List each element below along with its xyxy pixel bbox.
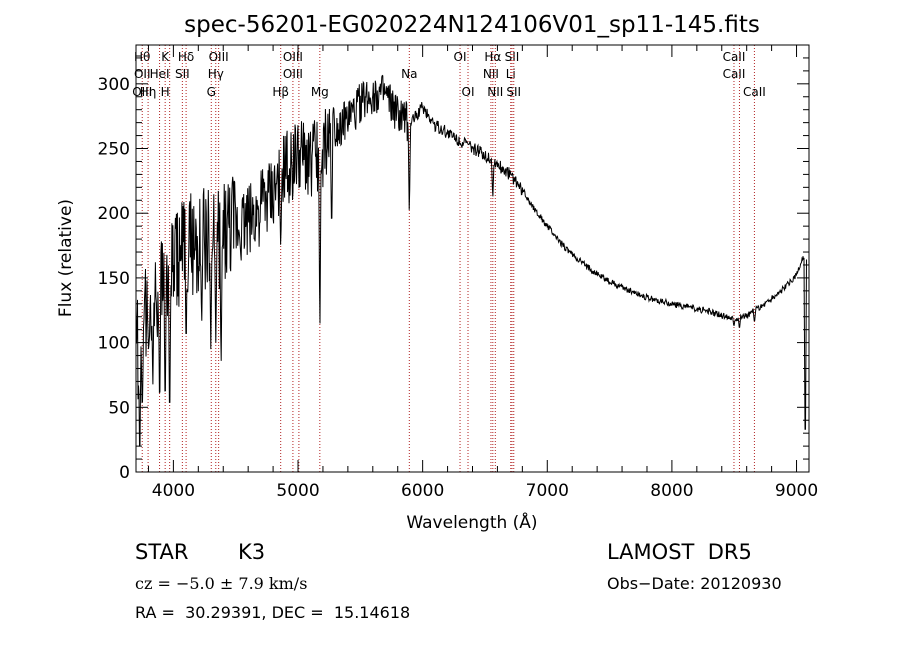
line-marker-label: CaII: [723, 67, 746, 81]
line-marker-label: CaII: [723, 50, 746, 64]
coordinates: RA = 30.29391, DEC = 15.14618: [135, 603, 411, 622]
chart-title: spec-56201-EG020224N124106V01_sp11-145.f…: [184, 12, 760, 38]
line-marker-label: NII: [487, 85, 503, 99]
line-marker-label: Hθ: [134, 50, 150, 64]
line-marker-label: Hδ: [178, 50, 194, 64]
line-marker-label: Hα: [484, 50, 501, 64]
line-marker-label: OIII: [209, 50, 229, 64]
survey-name: LAMOST DR5: [607, 540, 752, 564]
plot-frame: [135, 44, 810, 473]
line-marker-label: HeI: [150, 67, 170, 81]
line-marker-label: Li: [506, 67, 516, 81]
line-marker-label: SII: [175, 67, 190, 81]
x-tick-label: 8000: [650, 481, 693, 501]
line-marker-label: SII: [506, 85, 521, 99]
x-tick-label: 4000: [152, 481, 195, 501]
y-tick-label: 200: [98, 204, 130, 224]
x-axis-label: Wavelength (Å): [406, 511, 537, 533]
redshift-cz: cz = −5.0 ± 7.9 km/s: [135, 574, 308, 593]
line-marker-label: OIII: [132, 85, 152, 99]
x-tick-label: 7000: [526, 481, 569, 501]
line-marker-label: SII: [505, 50, 520, 64]
line-marker-label: Na: [401, 67, 417, 81]
y-axis-label: Flux (relative): [56, 199, 76, 317]
line-marker-label: OIII: [283, 67, 303, 81]
y-tick-label: 300: [98, 75, 130, 95]
y-tick-label: 100: [98, 334, 130, 354]
line-marker-label: OIII: [283, 50, 303, 64]
object-class: STAR: [135, 540, 189, 564]
line-marker-label: OI: [462, 85, 475, 99]
x-tick-label: 9000: [775, 481, 818, 501]
line-marker-label: Hβ: [272, 85, 289, 99]
line-marker-label: G: [207, 85, 216, 99]
x-tick-label: 6000: [401, 481, 444, 501]
observation-date: Obs−Date: 20120930: [607, 574, 782, 593]
line-marker-label: Hγ: [208, 67, 224, 81]
x-tick-label: 5000: [276, 481, 319, 501]
y-tick-label: 50: [108, 398, 130, 418]
line-marker-label: NII: [483, 67, 499, 81]
y-tick-label: 0: [119, 463, 130, 483]
line-marker-label: K: [161, 50, 170, 64]
line-marker-label: Hη: [140, 85, 157, 99]
line-marker-label: OI: [454, 50, 467, 64]
object-subclass: K3: [238, 540, 266, 564]
spectrum-line: [135, 74, 807, 447]
line-marker-label: H: [161, 85, 170, 99]
axis-ticks: 4000 5000 6000 7000 8000 9000 0 50 100 150 200 250 3…: [98, 45, 818, 501]
y-tick-label: 150: [98, 269, 130, 289]
y-tick-label: 250: [98, 140, 130, 160]
line-marker-label: Mg: [311, 85, 329, 99]
line-marker-label: CaII: [743, 85, 766, 99]
